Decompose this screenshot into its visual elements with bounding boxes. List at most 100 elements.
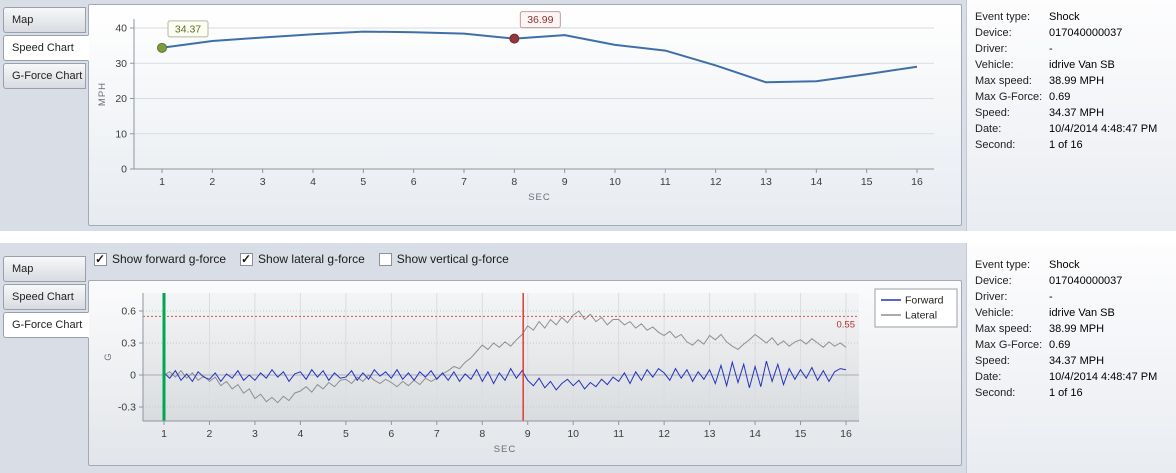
info-row: Driver: - bbox=[975, 289, 1176, 305]
svg-text:3: 3 bbox=[252, 428, 258, 440]
forward-gforce-label: Show forward g-force bbox=[112, 252, 227, 266]
gforce-chart-container: 0.55 -0.3 0 0.3 0.6 1 2 3 4 5 6 7 8 9 10 11 12 13 14 15 16 SE… bbox=[88, 280, 962, 466]
svg-text:11: 11 bbox=[613, 428, 624, 440]
toggle-forward-gforce[interactable]: Show forward g-force bbox=[94, 252, 226, 266]
info-value: idrive Van SB bbox=[1049, 59, 1115, 71]
svg-text:12: 12 bbox=[658, 428, 670, 440]
event-info-panel-bottom: Event type: Shock Device: 017040000037 Drive… bbox=[966, 243, 1176, 473]
svg-text:2: 2 bbox=[209, 176, 215, 188]
info-row: Event type: Shock bbox=[975, 9, 1176, 25]
info-label: Device: bbox=[975, 275, 1012, 287]
gforce-toggles: Show forward g-force Show lateral g-forc… bbox=[94, 252, 509, 266]
event-info-panel-top: Event type: Shock Device: 017040000037 Drive… bbox=[966, 0, 1176, 231]
chart-legend: Forward Lateral bbox=[874, 288, 958, 328]
toggle-vertical-gforce[interactable]: Show vertical g-force bbox=[378, 252, 509, 266]
svg-text:8: 8 bbox=[479, 428, 485, 440]
info-label: Vehicle: bbox=[975, 59, 1014, 71]
svg-text:2: 2 bbox=[207, 428, 213, 440]
tab-map-bottom[interactable]: Map bbox=[3, 256, 86, 282]
info-row: Max G-Force: 0.69 bbox=[975, 337, 1176, 353]
svg-text:SEC: SEC bbox=[494, 444, 517, 455]
svg-text:MPH: MPH bbox=[97, 82, 108, 106]
info-label: Device: bbox=[975, 27, 1012, 39]
info-value: 1 of 16 bbox=[1049, 139, 1083, 151]
svg-text:11: 11 bbox=[660, 176, 671, 188]
svg-text:15: 15 bbox=[861, 176, 873, 188]
tab-gforce-chart-top[interactable]: G-Force Chart bbox=[3, 63, 86, 89]
tab-map-top[interactable]: Map bbox=[3, 7, 86, 33]
svg-text:7: 7 bbox=[461, 176, 467, 188]
lateral-gforce-checkbox[interactable] bbox=[240, 252, 254, 266]
info-value: Shock bbox=[1049, 11, 1080, 23]
svg-text:14: 14 bbox=[810, 176, 822, 188]
info-value: 34.37 MPH bbox=[1049, 107, 1105, 119]
tab-speed-chart-bottom[interactable]: Speed Chart bbox=[3, 284, 86, 310]
svg-text:20: 20 bbox=[115, 93, 127, 105]
svg-text:16: 16 bbox=[840, 428, 852, 440]
info-label: Speed: bbox=[975, 107, 1010, 119]
info-label: Second: bbox=[975, 387, 1016, 399]
svg-text:1: 1 bbox=[161, 428, 167, 440]
info-label: Max G-Force: bbox=[975, 339, 1043, 351]
info-label: Date: bbox=[975, 123, 1002, 135]
info-label: Second: bbox=[975, 139, 1016, 151]
svg-text:4: 4 bbox=[310, 176, 316, 188]
gforce-chart[interactable]: 0.55-0.300.30.61 2 3 4 5 6 7 8 9 10 11 12 13 14 15 16SE… bbox=[89, 281, 961, 465]
info-row: Max speed: 38.99 MPH bbox=[975, 321, 1176, 337]
svg-text:9: 9 bbox=[525, 428, 531, 440]
info-row: Event type: Shock bbox=[975, 257, 1176, 273]
svg-text:13: 13 bbox=[760, 176, 772, 188]
svg-text:1: 1 bbox=[159, 176, 165, 188]
info-value: - bbox=[1049, 291, 1053, 303]
info-row: Second: 1 of 16 bbox=[975, 385, 1176, 401]
info-value: Shock bbox=[1049, 259, 1080, 271]
toggle-lateral-gforce[interactable]: Show lateral g-force bbox=[240, 252, 365, 266]
svg-text:13: 13 bbox=[704, 428, 716, 440]
svg-text:Lateral: Lateral bbox=[905, 310, 937, 322]
tab-gforce-chart-bottom[interactable]: G-Force Chart bbox=[3, 312, 89, 338]
info-row: Date: 10/4/2014 4:48:47 PM bbox=[975, 121, 1176, 137]
info-row: Device: 017040000037 bbox=[975, 25, 1176, 41]
vertical-gforce-label: Show vertical g-force bbox=[396, 252, 509, 266]
svg-text:14: 14 bbox=[749, 428, 761, 440]
info-value: 10/4/2014 4:48:47 PM bbox=[1049, 371, 1158, 383]
svg-text:0.3: 0.3 bbox=[121, 337, 136, 349]
info-label: Date: bbox=[975, 371, 1002, 383]
svg-text:16: 16 bbox=[911, 176, 923, 188]
svg-text:-0.3: -0.3 bbox=[118, 402, 136, 414]
info-row: Speed: 34.37 MPH bbox=[975, 353, 1176, 369]
svg-text:12: 12 bbox=[710, 176, 722, 188]
lateral-gforce-label: Show lateral g-force bbox=[258, 252, 365, 266]
svg-text:10: 10 bbox=[567, 428, 579, 440]
info-value: 0.69 bbox=[1049, 91, 1071, 103]
info-row: Max G-Force: 0.69 bbox=[975, 89, 1176, 105]
event-info-list: Event type: Shock Device: 017040000037 Drive… bbox=[975, 9, 1176, 153]
svg-text:9: 9 bbox=[562, 176, 568, 188]
speed-panel: Map Speed Chart G-Force Chart 0 10 20 30 40 1… bbox=[0, 0, 1176, 231]
info-value: 017040000037 bbox=[1049, 27, 1123, 39]
info-value: 0.69 bbox=[1049, 339, 1071, 351]
info-value: idrive Van SB bbox=[1049, 307, 1115, 319]
svg-text:5: 5 bbox=[360, 176, 366, 188]
info-label: Vehicle: bbox=[975, 307, 1014, 319]
vertical-gforce-checkbox[interactable] bbox=[378, 252, 392, 266]
info-value: 38.99 MPH bbox=[1049, 323, 1105, 335]
info-label: Event type: bbox=[975, 11, 1031, 23]
svg-text:10: 10 bbox=[609, 176, 621, 188]
forward-gforce-checkbox[interactable] bbox=[94, 252, 107, 266]
info-row: Driver: - bbox=[975, 41, 1176, 57]
info-label: Driver: bbox=[975, 43, 1008, 55]
svg-text:SEC: SEC bbox=[528, 192, 551, 203]
svg-text:10: 10 bbox=[115, 128, 127, 140]
tab-speed-chart-top[interactable]: Speed Chart bbox=[3, 35, 89, 61]
svg-text:0: 0 bbox=[130, 370, 136, 382]
info-label: Speed: bbox=[975, 355, 1010, 367]
info-label: Max speed: bbox=[975, 75, 1032, 87]
info-value: 34.37 MPH bbox=[1049, 355, 1105, 367]
event-info-list: Event type: Shock Device: 017040000037 Drive… bbox=[975, 257, 1176, 401]
svg-text:0.6: 0.6 bbox=[121, 305, 136, 317]
svg-text:40: 40 bbox=[115, 23, 127, 35]
svg-text:30: 30 bbox=[115, 58, 127, 70]
svg-text:6: 6 bbox=[411, 176, 417, 188]
